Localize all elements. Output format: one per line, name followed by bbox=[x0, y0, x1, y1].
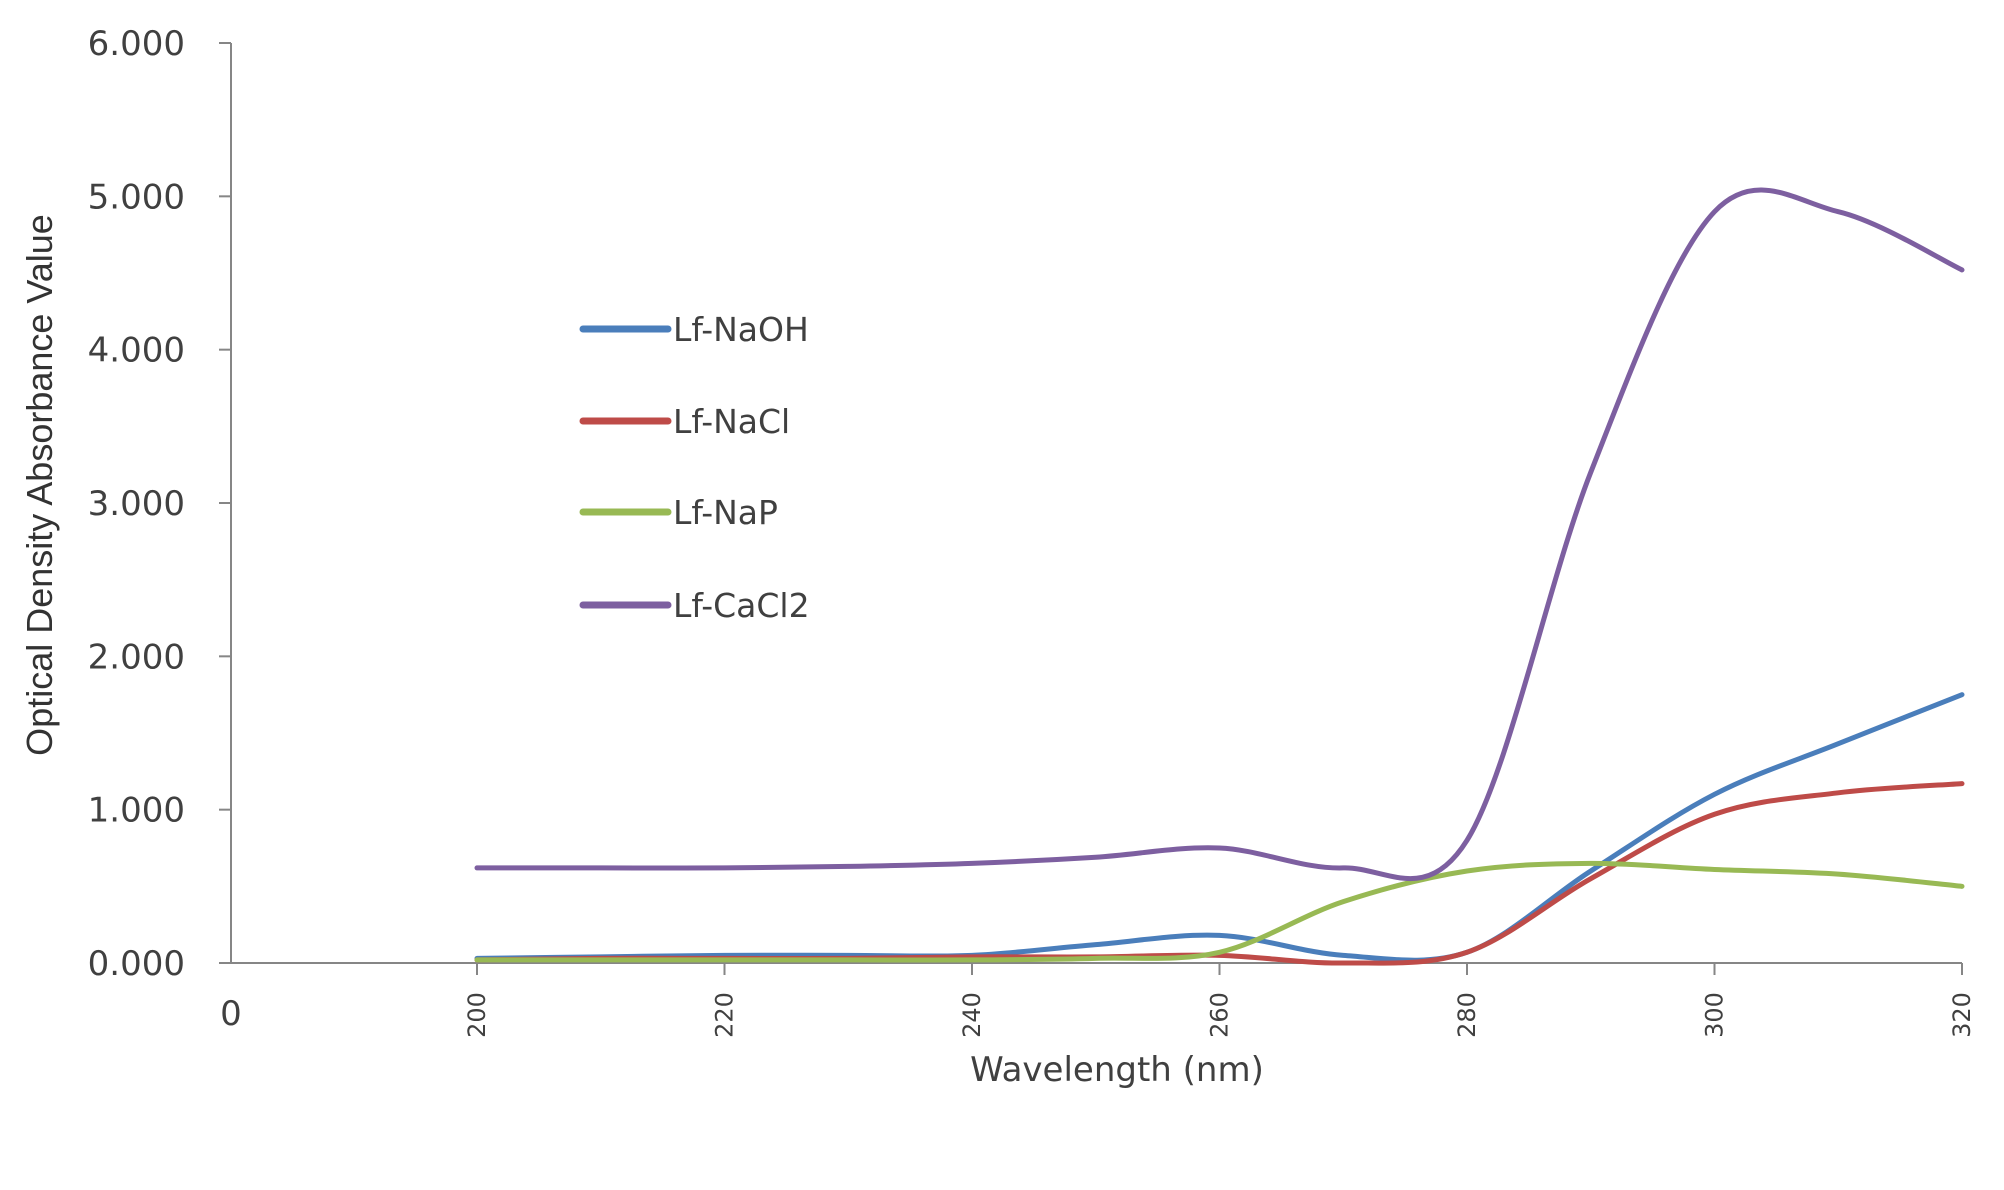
y-axis-label: Optical Density Absorbance Value bbox=[19, 214, 60, 756]
y-tick-label: 0.000 bbox=[88, 944, 185, 984]
y-tick-label: 4.000 bbox=[88, 331, 185, 371]
legend: Lf-NaOH Lf-NaCl Lf-NaP Lf-CaCl2 bbox=[579, 310, 810, 625]
y-tick-label: 6.000 bbox=[88, 24, 185, 64]
series-line-lf-cacl2 bbox=[474, 187, 1965, 881]
y-tick-label: 2.000 bbox=[88, 637, 185, 677]
x-axis-label: Wavelength (nm) bbox=[970, 1050, 1264, 1090]
series-line-lf-nap bbox=[474, 860, 1965, 963]
y-tick-label: 1.000 bbox=[88, 791, 185, 831]
legend-label-lf-naoh: Lf-NaOH bbox=[673, 310, 809, 349]
y-tick-label: 3.000 bbox=[88, 484, 185, 524]
x-tick-label: 280 bbox=[1453, 992, 1481, 1038]
y-tick-label: 5.000 bbox=[88, 177, 185, 217]
x-tick-label: 0 bbox=[220, 994, 242, 1034]
x-tick-label: 320 bbox=[1948, 992, 1976, 1038]
series-layer bbox=[474, 187, 1965, 966]
legend-label-lf-cacl2: Lf-CaCl2 bbox=[673, 586, 810, 625]
x-tick-label: 240 bbox=[958, 992, 986, 1038]
legend-label-lf-nap: Lf-NaP bbox=[673, 493, 778, 532]
axes: 0.000 1.000 2.000 3.000 4.000 5.000 6.000 0 200 2… bbox=[88, 24, 1976, 1038]
x-tick-label: 220 bbox=[711, 992, 739, 1038]
x-tick-label: 200 bbox=[463, 992, 491, 1038]
series-line-lf-naoh bbox=[474, 692, 1965, 963]
legend-label-lf-nacl: Lf-NaCl bbox=[673, 402, 790, 441]
x-tick-label: 260 bbox=[1206, 992, 1234, 1038]
x-tick-label: 300 bbox=[1701, 992, 1729, 1038]
